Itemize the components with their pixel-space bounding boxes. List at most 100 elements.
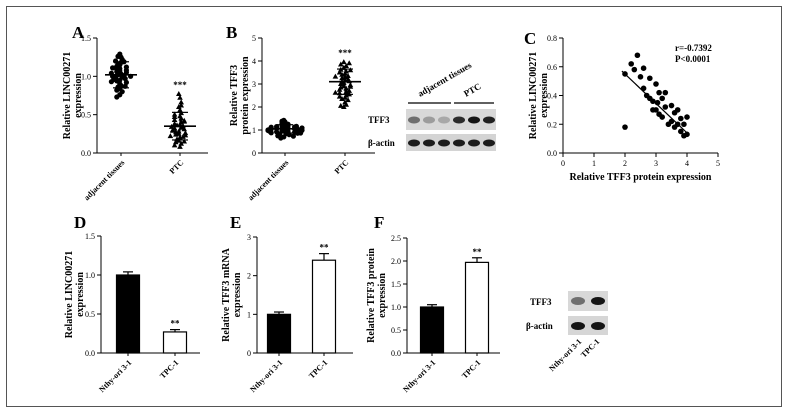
data-point: [346, 87, 352, 93]
blot-band: [483, 116, 495, 124]
blot-row-label: TFF3: [530, 297, 552, 307]
y-axis-label: Relative LINC00271: [64, 251, 75, 339]
blot-band: [408, 116, 420, 124]
y-axis-label: Relative LINC00271: [528, 52, 539, 140]
data-point: [114, 87, 120, 93]
x-tick-label: Nthy-ori 3-1: [401, 358, 437, 394]
data-point: [650, 107, 656, 113]
data-point: [674, 107, 681, 113]
data-point: [341, 59, 347, 65]
y-tick-label: 3: [252, 80, 256, 89]
data-point: [656, 89, 662, 96]
data-point: [339, 75, 345, 81]
blot-band: [408, 139, 420, 147]
y-tick-label: 0.2: [547, 120, 557, 129]
data-point: [279, 118, 285, 124]
significance-mark: ***: [338, 48, 352, 58]
blot-strip: [406, 109, 496, 130]
data-point: [668, 102, 675, 109]
data-point: [647, 75, 653, 82]
bar: [311, 259, 337, 354]
y-tick-label: 5: [252, 34, 256, 43]
y-tick-label: 0.5: [391, 326, 401, 335]
data-point: [345, 72, 351, 78]
figure-frame: [6, 6, 782, 407]
correlation-annotation: P<0.0001: [675, 54, 711, 64]
data-point: [339, 95, 345, 101]
y-tick-label: 0: [252, 149, 256, 158]
blot-band: [571, 322, 585, 330]
y-tick-label: 2.0: [391, 257, 401, 266]
data-point: [684, 114, 690, 120]
blot-band: [438, 116, 450, 124]
y-tick-label: 1.0: [391, 303, 401, 312]
data-point: [177, 143, 183, 149]
data-point: [115, 53, 121, 60]
x-tick-label: Nthy-ori 3-1: [97, 358, 133, 394]
y-tick-label: 0.0: [547, 149, 557, 158]
data-point: [336, 93, 343, 99]
x-tick-label: adjacent tissues: [82, 158, 126, 202]
y-tick-label: 1.0: [81, 72, 91, 81]
blot-row-label: β-actin: [526, 321, 553, 331]
data-point: [342, 94, 348, 100]
x-tick-label: 5: [716, 159, 720, 168]
blot-band: [483, 139, 495, 147]
panel-letter-c: C: [524, 29, 536, 48]
data-point: [662, 104, 669, 110]
data-point: [674, 121, 681, 128]
data-point: [622, 124, 628, 130]
bar: [464, 261, 490, 354]
data-point: [622, 71, 628, 77]
data-point: [278, 135, 284, 141]
x-tick-label: 2: [623, 159, 627, 168]
data-point: [293, 123, 299, 129]
y-tick-label: 0.0: [391, 349, 401, 358]
data-point: [650, 98, 656, 105]
y-tick-label: 1.5: [391, 280, 401, 289]
blot-band: [453, 139, 465, 147]
x-tick-label: 3: [654, 159, 658, 168]
data-point: [266, 128, 272, 134]
y-tick-label: 0: [247, 349, 251, 358]
data-point: [170, 127, 176, 133]
data-point: [290, 133, 296, 139]
x-tick-label: PTC: [333, 158, 351, 176]
y-tick-label: 0.6: [547, 63, 557, 72]
blot-lane-label: Nthy-ori 3-1: [547, 337, 583, 373]
y-tick-label: 2: [252, 103, 256, 112]
blot-band: [423, 139, 435, 147]
panel-letter-d: D: [74, 213, 86, 232]
panel-letter-a: A: [72, 23, 85, 42]
x-tick-label: Nthy-ori 3-1: [248, 358, 284, 394]
x-tick-label: 0: [561, 159, 565, 168]
lane-group-label: PTC: [462, 81, 483, 99]
data-point: [654, 99, 661, 106]
data-point: [299, 125, 305, 131]
correlation-annotation: r=-0.7392: [675, 43, 712, 53]
blot-band: [423, 116, 435, 124]
significance-mark: **: [473, 247, 483, 257]
data-point: [298, 130, 304, 136]
data-point: [177, 94, 183, 100]
y-tick-label: 1: [247, 310, 251, 319]
data-point: [678, 128, 684, 135]
data-point: [637, 74, 644, 80]
data-point: [346, 60, 352, 66]
blot-band: [468, 116, 480, 124]
data-point: [653, 81, 659, 87]
significance-mark: **: [320, 243, 330, 253]
bar: [115, 274, 141, 354]
data-point: [114, 94, 120, 100]
y-axis-label: Relative TFF3 mRNA: [221, 247, 232, 341]
data-point: [338, 81, 344, 86]
blot-strip: [568, 291, 608, 311]
data-point: [631, 66, 638, 73]
bar: [162, 331, 188, 354]
data-point: [178, 99, 184, 105]
data-point: [640, 85, 647, 92]
x-tick-label: TPC-1: [307, 358, 329, 380]
y-axis-label: expression: [232, 272, 243, 317]
data-point: [338, 61, 344, 67]
